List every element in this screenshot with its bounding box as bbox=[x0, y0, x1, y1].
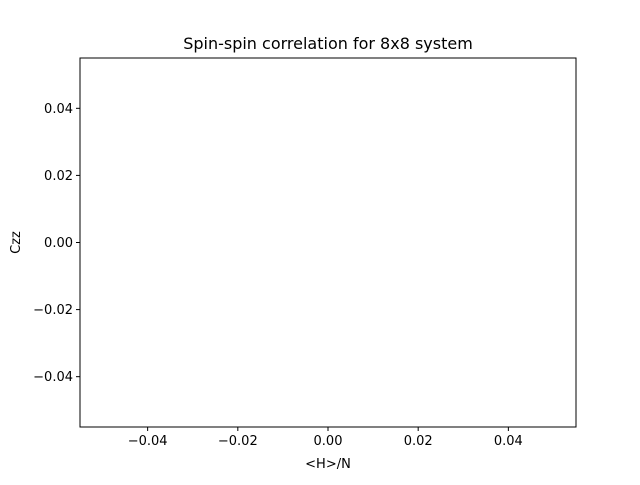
x-tick-label: 0.02 bbox=[404, 434, 433, 449]
x-tick-label: −0.04 bbox=[128, 434, 168, 449]
y-axis-label: Czz bbox=[9, 231, 24, 254]
chart-title: Spin-spin correlation for 8x8 system bbox=[183, 34, 473, 53]
y-tick-label: 0.02 bbox=[44, 169, 73, 184]
y-tick-label: −0.02 bbox=[33, 303, 73, 318]
x-tick-label: −0.02 bbox=[218, 434, 258, 449]
y-tick-label: 0.00 bbox=[44, 236, 73, 251]
y-axis: −0.04 −0.02 0.00 0.02 0.04 bbox=[33, 102, 80, 385]
x-axis: −0.04 −0.02 0.00 0.02 0.04 bbox=[128, 427, 523, 449]
y-tick-label: 0.04 bbox=[44, 102, 73, 117]
x-tick-label: 0.04 bbox=[494, 434, 523, 449]
x-axis-label: <H>/N bbox=[305, 457, 351, 472]
y-tick-label: −0.04 bbox=[33, 370, 73, 385]
x-tick-label: 0.00 bbox=[314, 434, 343, 449]
